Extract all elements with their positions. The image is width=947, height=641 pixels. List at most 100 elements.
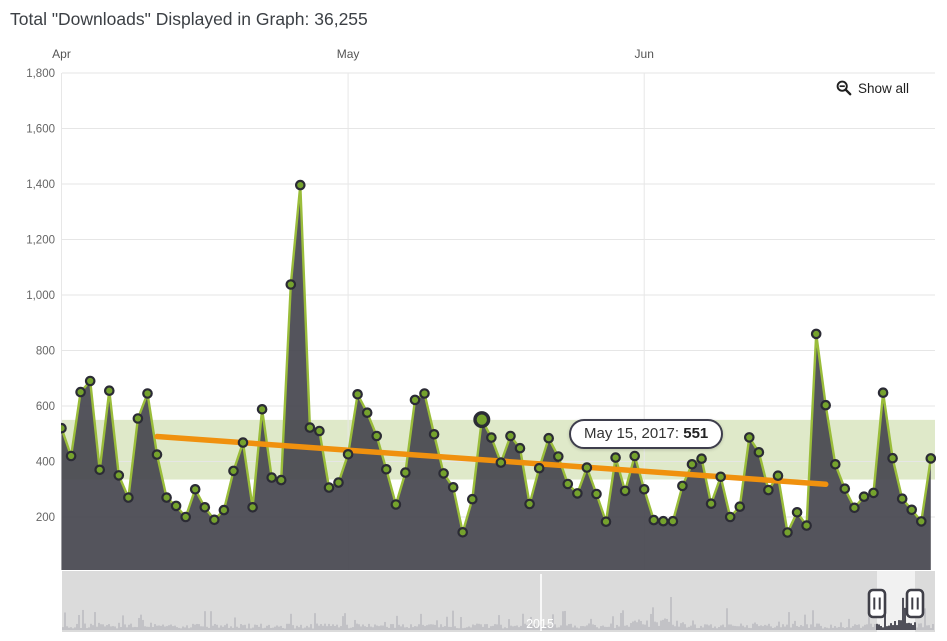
data-point-marker[interactable] xyxy=(677,480,688,492)
data-point-marker[interactable] xyxy=(696,453,707,464)
y-axis-tick-label: 1,600 xyxy=(26,124,55,136)
data-point-marker[interactable] xyxy=(648,514,660,526)
data-point-marker[interactable] xyxy=(247,501,258,513)
data-point-marker[interactable] xyxy=(209,514,220,526)
data-point-marker[interactable] xyxy=(333,477,344,488)
data-point-marker[interactable] xyxy=(218,504,230,516)
data-point-marker[interactable] xyxy=(686,458,698,470)
data-point-marker[interactable] xyxy=(572,488,583,499)
data-point-marker[interactable] xyxy=(772,470,784,481)
data-point-marker[interactable] xyxy=(619,485,631,497)
data-point-marker[interactable] xyxy=(189,483,201,495)
data-point-marker[interactable] xyxy=(877,387,889,398)
data-point-marker[interactable] xyxy=(514,442,526,454)
data-point-marker[interactable] xyxy=(782,527,793,538)
data-point-marker[interactable] xyxy=(361,407,373,418)
data-point-marker[interactable] xyxy=(294,179,306,191)
navigator-handle-right[interactable] xyxy=(905,588,925,619)
y-axis-tick-label: 400 xyxy=(36,457,55,469)
data-point-marker[interactable] xyxy=(887,452,898,464)
data-point-marker[interactable] xyxy=(638,483,650,495)
data-point-marker[interactable] xyxy=(266,472,277,483)
data-point-marker[interactable] xyxy=(915,516,927,527)
data-point-marker[interactable] xyxy=(371,430,382,442)
zoom-out-icon xyxy=(836,80,852,96)
data-point-marker[interactable] xyxy=(839,483,851,494)
data-point-marker[interactable] xyxy=(438,468,449,479)
data-point-marker[interactable] xyxy=(342,448,354,460)
data-point-marker[interactable] xyxy=(285,279,297,290)
data-point-marker[interactable] xyxy=(868,487,879,499)
data-point-marker[interactable] xyxy=(896,493,908,504)
x-axis-month-label: May xyxy=(337,47,360,61)
data-point-marker[interactable] xyxy=(123,492,134,503)
data-point-marker[interactable] xyxy=(715,471,726,483)
data-point-marker[interactable] xyxy=(57,422,67,434)
data-point-marker[interactable] xyxy=(552,451,564,462)
data-point-marker[interactable] xyxy=(486,432,497,443)
data-point-marker[interactable] xyxy=(419,388,430,399)
data-point-marker[interactable] xyxy=(791,506,803,518)
data-point-marker[interactable] xyxy=(820,399,831,411)
page-title: Total "Downloads" Displayed in Graph: 36… xyxy=(10,9,368,29)
data-point-marker[interactable] xyxy=(314,425,325,437)
data-point-marker[interactable] xyxy=(705,498,717,509)
data-point-marker[interactable] xyxy=(132,413,144,424)
data-point-marker[interactable] xyxy=(400,467,411,478)
data-point-marker[interactable] xyxy=(925,453,936,464)
data-point-marker[interactable] xyxy=(237,437,249,448)
data-point-marker[interactable] xyxy=(849,502,860,514)
show-all-button[interactable]: Show all xyxy=(836,80,909,96)
data-point-marker[interactable] xyxy=(810,328,822,340)
data-point-marker[interactable] xyxy=(657,515,669,527)
data-point-marker[interactable] xyxy=(600,516,612,527)
highlighted-data-point[interactable] xyxy=(473,411,491,429)
data-point-marker[interactable] xyxy=(466,493,478,505)
data-point-marker[interactable] xyxy=(180,511,191,523)
data-point-marker[interactable] xyxy=(581,462,593,473)
data-point-marker[interactable] xyxy=(409,394,421,406)
data-point-marker[interactable] xyxy=(724,511,736,523)
data-point-marker[interactable] xyxy=(390,499,402,510)
data-point-marker[interactable] xyxy=(858,491,870,502)
data-point-marker[interactable] xyxy=(543,432,554,444)
data-point-marker[interactable] xyxy=(562,478,574,490)
data-point-marker[interactable] xyxy=(75,386,86,398)
data-point-marker[interactable] xyxy=(113,470,125,481)
data-point-marker[interactable] xyxy=(65,450,77,462)
data-point-marker[interactable] xyxy=(906,504,917,516)
data-point-marker[interactable] xyxy=(170,500,182,512)
data-point-marker[interactable] xyxy=(352,388,363,400)
data-point-marker[interactable] xyxy=(495,457,507,468)
data-point-marker[interactable] xyxy=(304,422,316,433)
data-point-marker[interactable] xyxy=(104,385,115,396)
data-point-marker[interactable] xyxy=(743,432,755,443)
data-point-marker[interactable] xyxy=(199,501,211,513)
data-point-marker[interactable] xyxy=(380,463,392,475)
data-point-marker[interactable] xyxy=(667,515,679,527)
data-point-marker[interactable] xyxy=(829,458,841,470)
data-point-marker[interactable] xyxy=(533,462,545,474)
data-point-marker[interactable] xyxy=(447,481,459,493)
data-point-marker[interactable] xyxy=(629,450,640,462)
data-point-marker[interactable] xyxy=(428,428,440,440)
data-point-marker[interactable] xyxy=(275,474,287,486)
data-point-marker[interactable] xyxy=(505,430,516,442)
data-point-marker[interactable] xyxy=(256,403,268,415)
data-point-marker[interactable] xyxy=(753,446,765,458)
data-point-marker[interactable] xyxy=(142,388,153,399)
data-point-marker[interactable] xyxy=(524,498,535,510)
data-point-marker[interactable] xyxy=(457,526,468,538)
data-point-marker[interactable] xyxy=(610,452,621,463)
data-point-marker[interactable] xyxy=(734,501,746,512)
data-point-marker[interactable] xyxy=(94,464,105,476)
data-point-marker[interactable] xyxy=(323,482,335,493)
data-point-marker[interactable] xyxy=(591,488,602,500)
data-point-marker[interactable] xyxy=(228,465,239,477)
data-point-marker[interactable] xyxy=(84,375,96,387)
data-point-marker[interactable] xyxy=(801,520,812,531)
data-point-marker[interactable] xyxy=(151,449,163,460)
data-point-marker[interactable] xyxy=(763,484,774,496)
navigator-handle-left[interactable] xyxy=(867,588,887,619)
data-point-marker[interactable] xyxy=(161,492,172,503)
